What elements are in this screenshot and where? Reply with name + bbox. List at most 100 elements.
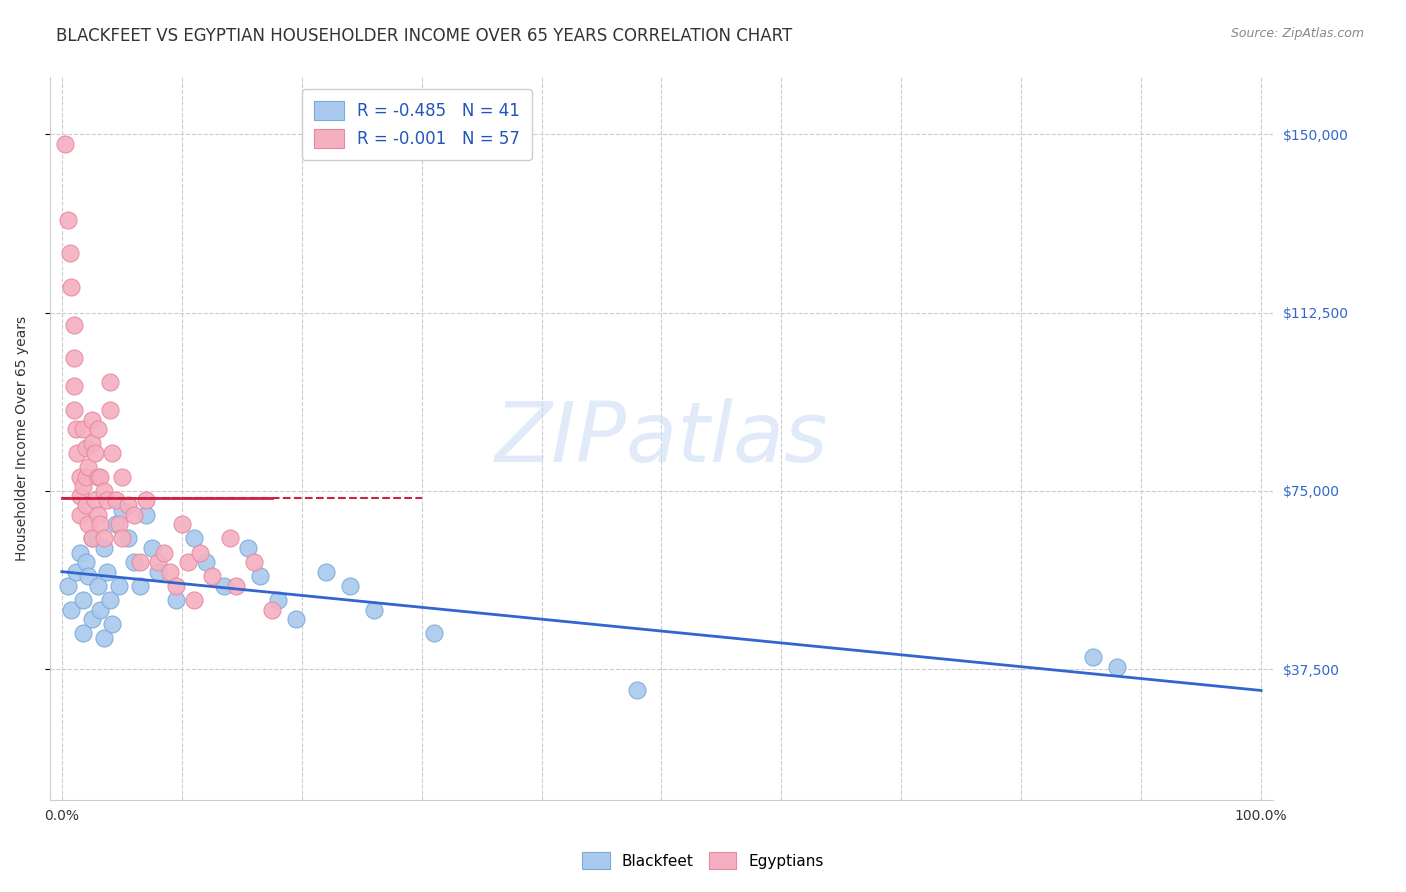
Point: [260, 602, 283, 616]
Point: [225, 579, 247, 593]
Point: [146, 565, 169, 579]
Point: [242, 555, 264, 569]
Point: [80, 436, 103, 450]
Point: [128, 555, 150, 569]
Point: [56, 213, 79, 227]
Point: [141, 541, 163, 555]
Point: [72, 479, 94, 493]
Point: [315, 565, 337, 579]
Point: [1083, 650, 1105, 665]
Point: [218, 532, 240, 546]
Point: [87, 422, 110, 436]
Point: [183, 593, 205, 607]
Point: [98, 403, 121, 417]
Point: [93, 483, 115, 498]
Point: [87, 579, 110, 593]
Point: [66, 446, 89, 460]
Point: [59, 246, 82, 260]
Point: [84, 446, 107, 460]
Point: [188, 546, 211, 560]
Point: [93, 541, 115, 555]
Point: [63, 318, 86, 332]
Point: [96, 565, 118, 579]
Point: [60, 279, 83, 293]
Legend: Blackfeet, Egyptians: Blackfeet, Egyptians: [576, 846, 830, 875]
Point: [128, 579, 150, 593]
Point: [98, 375, 121, 389]
Point: [108, 579, 131, 593]
Point: [72, 626, 94, 640]
Point: [80, 612, 103, 626]
Point: [65, 565, 87, 579]
Point: [98, 593, 121, 607]
Point: [75, 555, 97, 569]
Point: [63, 351, 86, 365]
Point: [69, 546, 91, 560]
Point: [104, 517, 127, 532]
Point: [60, 602, 83, 616]
Point: [165, 593, 187, 607]
Point: [69, 469, 91, 483]
Point: [75, 441, 97, 455]
Point: [72, 593, 94, 607]
Point: [236, 541, 259, 555]
Point: [122, 508, 145, 522]
Point: [77, 460, 100, 475]
Point: [63, 379, 86, 393]
Point: [75, 469, 97, 483]
Point: [101, 446, 124, 460]
Point: [89, 602, 111, 616]
Point: [135, 493, 157, 508]
Y-axis label: Householder Income Over 65 years: Householder Income Over 65 years: [15, 316, 30, 561]
Point: [56, 579, 79, 593]
Point: [363, 602, 385, 616]
Point: [177, 555, 200, 569]
Point: [135, 508, 157, 522]
Legend: R = -0.485   N = 41, R = -0.001   N = 57: R = -0.485 N = 41, R = -0.001 N = 57: [302, 89, 531, 160]
Point: [122, 555, 145, 569]
Point: [65, 422, 87, 436]
Point: [117, 498, 139, 512]
Point: [249, 569, 271, 583]
Point: [80, 412, 103, 426]
Point: [165, 579, 187, 593]
Point: [63, 403, 86, 417]
Point: [111, 469, 134, 483]
Text: ZIPatlas: ZIPatlas: [495, 398, 828, 479]
Point: [422, 626, 444, 640]
Point: [87, 469, 110, 483]
Point: [96, 493, 118, 508]
Point: [72, 422, 94, 436]
Point: [108, 517, 131, 532]
Point: [69, 489, 91, 503]
Point: [111, 503, 134, 517]
Point: [84, 493, 107, 508]
Point: [80, 532, 103, 546]
Point: [201, 569, 224, 583]
Point: [87, 508, 110, 522]
Text: Source: ZipAtlas.com: Source: ZipAtlas.com: [1230, 27, 1364, 40]
Point: [80, 532, 103, 546]
Point: [267, 593, 290, 607]
Point: [69, 508, 91, 522]
Point: [339, 579, 361, 593]
Point: [170, 517, 193, 532]
Point: [104, 493, 127, 508]
Point: [89, 517, 111, 532]
Point: [152, 546, 174, 560]
Point: [93, 631, 115, 645]
Point: [1107, 659, 1129, 673]
Point: [117, 532, 139, 546]
Point: [55, 136, 77, 151]
Point: [626, 683, 648, 698]
Point: [194, 555, 217, 569]
Point: [77, 569, 100, 583]
Point: [75, 498, 97, 512]
Point: [77, 517, 100, 532]
Point: [111, 532, 134, 546]
Point: [146, 555, 169, 569]
Point: [183, 532, 205, 546]
Point: [284, 612, 307, 626]
Point: [101, 616, 124, 631]
Point: [212, 579, 235, 593]
